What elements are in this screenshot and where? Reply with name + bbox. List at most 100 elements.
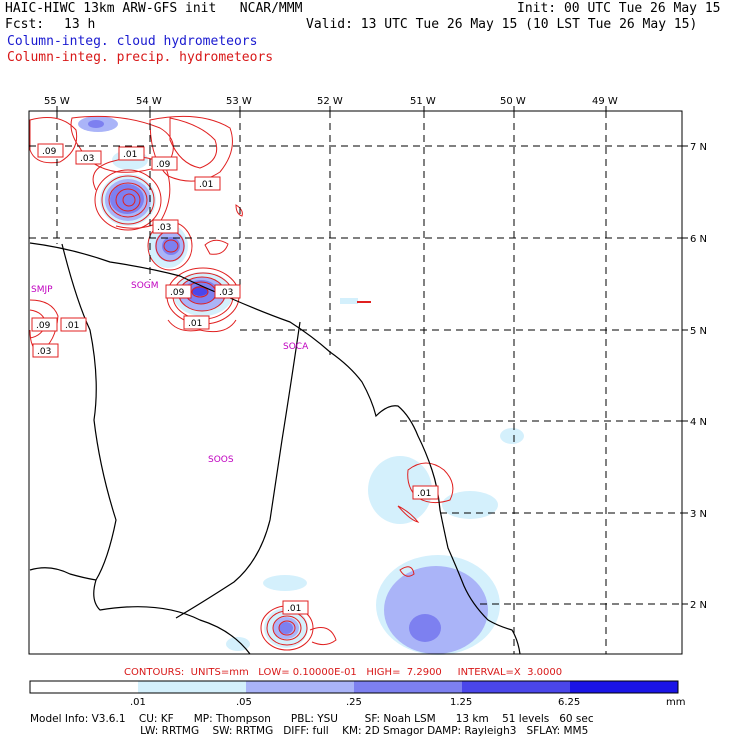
contour-label: .01 bbox=[417, 489, 431, 499]
lon-labels: 55 W 54 W 53 W 52 W 51 W 50 W 49 W bbox=[44, 96, 618, 107]
border-line bbox=[175, 321, 301, 619]
contour-label: .03 bbox=[37, 347, 51, 357]
contour-label-box: .01 bbox=[412, 485, 439, 500]
contour-label: .03 bbox=[157, 223, 171, 233]
contour-label: .03 bbox=[219, 288, 233, 298]
shade-area bbox=[384, 566, 488, 654]
coastlines bbox=[29, 242, 521, 655]
init-time: Init: 00 UTC Tue 26 May 15 bbox=[517, 1, 721, 16]
shade-area bbox=[500, 428, 524, 444]
colorbar-label: .05 bbox=[236, 697, 252, 708]
colorbar-swatch bbox=[462, 681, 570, 693]
lon-label: 53 W bbox=[226, 96, 252, 107]
ticks-right bbox=[682, 145, 688, 605]
contour-line bbox=[94, 169, 162, 231]
shade-area bbox=[368, 456, 432, 524]
contour-line bbox=[278, 620, 296, 636]
contour-label: .01 bbox=[65, 321, 79, 331]
shade-area bbox=[409, 614, 441, 642]
contour-label-box: .09 bbox=[37, 143, 64, 158]
model-title: HAIC-HIWC 13km ARW-GFS init NCAR/MMM bbox=[5, 1, 303, 16]
contour-label-box: .01 bbox=[282, 600, 309, 615]
station-label: SOOS bbox=[208, 455, 234, 465]
shade-area bbox=[88, 120, 104, 128]
contour-line bbox=[235, 204, 243, 217]
contour-line bbox=[272, 615, 302, 641]
colorbar-swatch bbox=[138, 681, 246, 693]
contour-label: .01 bbox=[123, 150, 137, 160]
contour-line bbox=[191, 286, 209, 298]
model-info-line1: Model Info: V3.6.1 CU: KF MP: Thompson P… bbox=[30, 713, 594, 725]
contour-label-box: .03 bbox=[32, 343, 59, 358]
contour-label: .09 bbox=[42, 147, 57, 157]
colorbar-frame bbox=[29, 680, 679, 694]
coastline bbox=[29, 242, 521, 655]
contour-label-box: .01 bbox=[183, 315, 210, 330]
contour-label: .09 bbox=[170, 288, 185, 298]
valid-time: Valid: 13 UTC Tue 26 May 15 (10 LST Tue … bbox=[306, 17, 698, 32]
colorbar-label: .01 bbox=[130, 697, 146, 708]
fcst-label: Fcst: bbox=[5, 17, 45, 32]
cloud-shading bbox=[78, 116, 524, 655]
station-label: SOCA bbox=[283, 342, 309, 352]
contour-label-box: .01 bbox=[118, 146, 145, 161]
colorbar-label: .25 bbox=[346, 697, 362, 708]
precip-contours bbox=[29, 115, 454, 651]
colorbar-swatch bbox=[246, 681, 354, 693]
shade-area bbox=[263, 575, 307, 591]
contour-line bbox=[29, 117, 78, 164]
border-line bbox=[61, 243, 251, 655]
shade-area bbox=[340, 298, 358, 304]
contour-label-box: .01 bbox=[60, 317, 87, 332]
contour-line bbox=[167, 319, 237, 333]
lon-label: 49 W bbox=[592, 96, 618, 107]
lat-label: 7 N bbox=[690, 142, 707, 153]
colorbar-swatch bbox=[354, 681, 462, 693]
contour-label-box: .03 bbox=[75, 150, 102, 165]
lat-label: 3 N bbox=[690, 509, 707, 520]
contour-label: .01 bbox=[287, 604, 301, 614]
station-labels: SMJP SOGM SOCA SOOS bbox=[31, 281, 309, 465]
station-label: SOGM bbox=[131, 281, 159, 291]
lon-label: 50 W bbox=[500, 96, 526, 107]
colorbar-swatch bbox=[30, 681, 138, 693]
colorbar: .01 .05 .25 1.25 6.25 mm bbox=[29, 680, 685, 708]
graticule bbox=[29, 111, 682, 654]
shade-area bbox=[110, 184, 144, 214]
contour-label-box: .09 bbox=[31, 317, 58, 332]
lat-label: 5 N bbox=[690, 326, 707, 337]
shade-area bbox=[279, 622, 293, 634]
lat-labels: 7 N 6 N 5 N 4 N 3 N 2 N bbox=[690, 142, 707, 611]
contour-line bbox=[397, 505, 420, 523]
contour-line bbox=[169, 117, 218, 169]
colorbar-label: 1.25 bbox=[450, 697, 472, 708]
model-info-line2: LW: RRTMG SW: RRTMG DIFF: full KM: 2D Sm… bbox=[30, 725, 589, 737]
contour-value-labels: .09 .03 .01 .09 .01 .03 .09 .03 .01 .09 … bbox=[31, 143, 439, 615]
shade-area bbox=[442, 491, 498, 519]
contours-info: CONTOURS: UNITS=mm LOW= 0.10000E-01 HIGH… bbox=[124, 667, 563, 678]
contour-line bbox=[108, 182, 148, 218]
field-cloud-title: Column-integ. cloud hydrometeors bbox=[7, 34, 258, 49]
contour-label: .09 bbox=[156, 160, 171, 170]
colorbar-unit: mm bbox=[666, 697, 685, 708]
lat-label: 6 N bbox=[690, 234, 707, 245]
ticks-top bbox=[56, 106, 607, 111]
contour-label: .01 bbox=[188, 319, 202, 329]
fcst-value: 13 h bbox=[64, 17, 96, 32]
plot-frame bbox=[28, 110, 683, 655]
contour-line bbox=[309, 627, 337, 646]
contour-label-box: .03 bbox=[214, 284, 241, 299]
lon-label: 51 W bbox=[410, 96, 436, 107]
contour-line bbox=[163, 239, 179, 253]
contour-line bbox=[122, 193, 136, 207]
colorbar-label: 6.25 bbox=[558, 697, 580, 708]
contour-line bbox=[101, 175, 155, 225]
contour-label-box: .01 bbox=[194, 176, 221, 191]
shade-area bbox=[192, 286, 208, 296]
contour-line bbox=[407, 462, 454, 504]
lon-label: 55 W bbox=[44, 96, 70, 107]
lon-label: 52 W bbox=[317, 96, 343, 107]
contour-line bbox=[399, 566, 415, 577]
